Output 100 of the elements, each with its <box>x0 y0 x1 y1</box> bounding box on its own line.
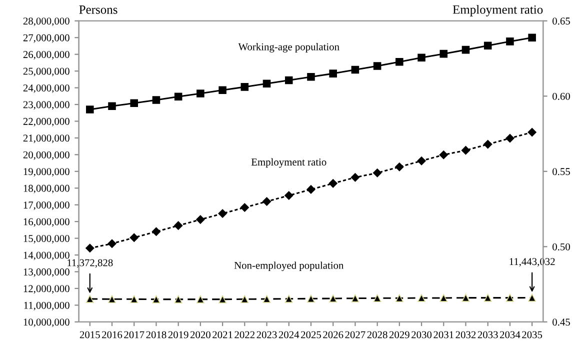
point <box>174 295 182 304</box>
point <box>152 96 160 104</box>
point <box>262 295 271 303</box>
y-tick-label: 12,000,000 <box>24 285 70 294</box>
x-tick-label: 2034 <box>500 331 520 338</box>
point <box>440 50 448 58</box>
point <box>108 295 116 304</box>
point <box>373 62 382 70</box>
point <box>174 92 182 101</box>
point <box>506 134 514 143</box>
point <box>484 294 492 302</box>
point <box>218 295 226 304</box>
point <box>418 294 426 302</box>
point <box>108 102 116 110</box>
point <box>484 42 492 50</box>
y-tick-label: 24,000,000 <box>23 84 70 93</box>
y-tick-label: 11,000,000 <box>24 302 70 310</box>
point <box>372 168 382 178</box>
series-label: Working-age population <box>238 42 340 52</box>
point <box>240 203 250 212</box>
annotation: 11,372,828 <box>68 259 113 268</box>
point <box>152 295 160 304</box>
point <box>174 221 183 230</box>
point <box>528 34 536 42</box>
y-tick-label: 14,000,000 <box>24 252 70 260</box>
text: Non-employed population <box>234 262 344 272</box>
point <box>218 209 227 218</box>
x-tick-label: 2022 <box>234 331 254 338</box>
point <box>350 173 360 182</box>
point <box>396 294 404 302</box>
point <box>262 197 272 206</box>
point <box>108 239 116 248</box>
y-tick-label: 27,000,000 <box>23 34 70 43</box>
point <box>240 295 249 304</box>
point <box>196 295 204 304</box>
y2-tick-label: 0.65 <box>552 18 570 25</box>
y2-tick-label: 0.55 <box>552 168 570 176</box>
point <box>396 58 404 66</box>
point <box>218 86 226 94</box>
x-tick-label: 2029 <box>389 331 410 338</box>
point <box>240 83 249 91</box>
point <box>86 295 94 303</box>
x-tick-label: 2016 <box>102 331 122 338</box>
point <box>306 185 316 194</box>
x-tick-label: 2021 <box>212 331 232 338</box>
y2-tick-label: 0.60 <box>552 92 570 100</box>
y-tick-label: 20,000,000 <box>23 151 70 160</box>
x-tick-label: 2030 <box>412 331 432 338</box>
point <box>284 76 293 84</box>
point <box>439 150 448 160</box>
x-tick-label: 2020 <box>190 331 210 338</box>
y-tick-label: 21,000,000 <box>23 134 70 144</box>
annotation: 11,443,032 <box>510 258 555 267</box>
y-tick-label: 25,000,000 <box>23 68 70 76</box>
y-tick-label: 15,000,000 <box>24 234 70 244</box>
point <box>461 146 470 155</box>
point <box>329 70 337 78</box>
point <box>373 294 382 302</box>
point <box>130 295 138 304</box>
x-tick-label: 2028 <box>367 331 388 338</box>
point <box>418 54 426 62</box>
x-tick-label: 2018 <box>146 331 166 338</box>
y-tick-label: 23,000,000 <box>23 101 70 110</box>
x-tick-label: 2017 <box>124 331 144 338</box>
point <box>284 294 293 303</box>
point <box>262 80 271 88</box>
y-tick-label: 18,000,000 <box>24 184 70 194</box>
point <box>130 99 138 108</box>
y-tick-label: 17,000,000 <box>24 202 70 210</box>
x-tick-label: 2031 <box>434 331 454 338</box>
point <box>351 66 360 74</box>
point <box>328 179 338 188</box>
y-tick-label: 22,000,000 <box>23 118 70 126</box>
x-tick-label: 2027 <box>345 331 366 338</box>
y-tick-label: 28,000,000 <box>23 18 70 26</box>
point <box>351 294 360 302</box>
y-tick-label: 13,000,000 <box>24 268 70 277</box>
point <box>506 294 514 302</box>
x-tick-label: 2024 <box>278 331 300 338</box>
point <box>395 162 404 172</box>
point <box>86 244 94 252</box>
point <box>152 227 161 236</box>
x-tick-label: 2015 <box>80 331 100 338</box>
y-tick-label: 26,000,000 <box>23 51 70 60</box>
x-tick-label: 2026 <box>323 331 344 338</box>
y2-tick-label: 0.50 <box>552 243 570 250</box>
series-label: Employment ratio <box>251 158 326 168</box>
point <box>440 294 448 302</box>
point <box>130 233 138 242</box>
point <box>506 38 514 46</box>
point <box>307 294 315 303</box>
point <box>196 90 204 98</box>
point <box>307 73 315 81</box>
x-tick-label: 2033 <box>478 331 498 338</box>
point <box>417 156 426 166</box>
y2-axis-title: Employment ratio <box>452 4 543 16</box>
y-axis-title: Persons <box>79 6 118 14</box>
point <box>462 46 470 54</box>
x-tick-label: 2019 <box>168 331 188 338</box>
point <box>196 215 205 224</box>
